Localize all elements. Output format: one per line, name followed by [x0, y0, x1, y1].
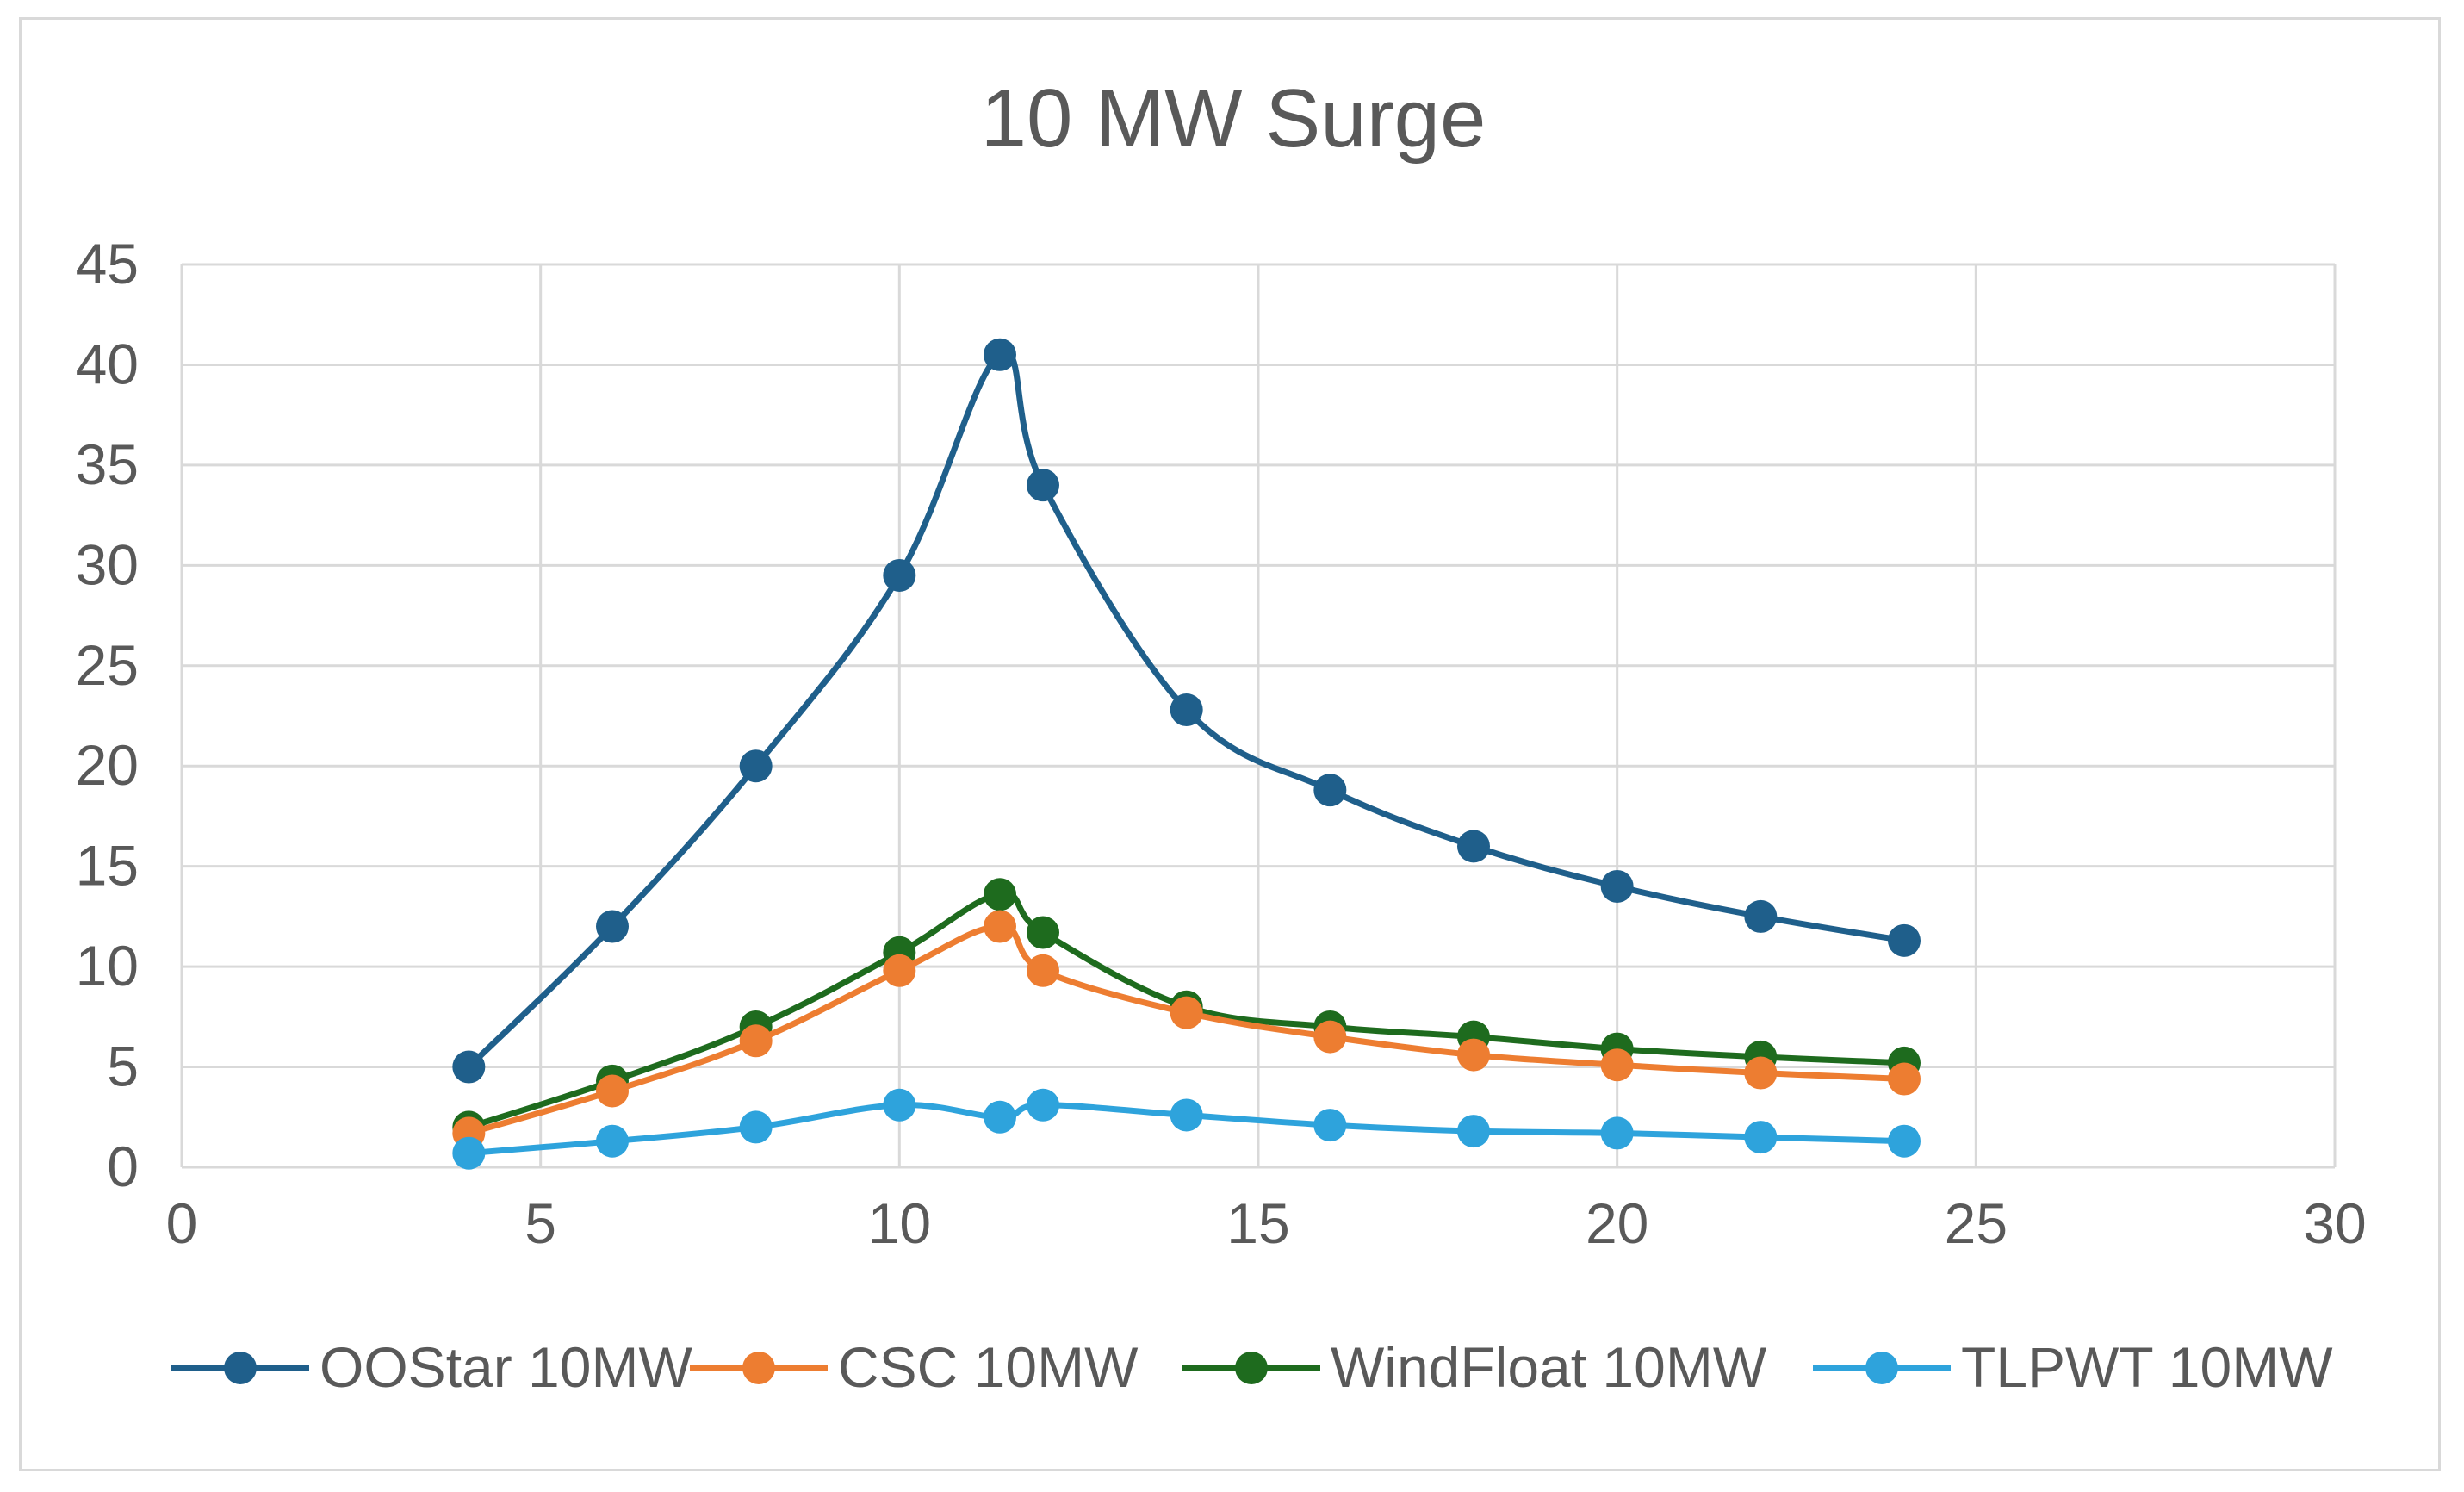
data-point	[1170, 693, 1203, 727]
x-tick-label: 15	[1226, 1191, 1289, 1255]
x-tick-label: 0	[166, 1191, 198, 1255]
data-point	[1457, 1115, 1490, 1148]
data-point	[452, 1050, 486, 1084]
data-point	[452, 1136, 486, 1170]
data-point	[1170, 996, 1203, 1029]
data-point	[1888, 1062, 1921, 1096]
chart-frame: 10 MW Surge 0 5 10 15 20 25 30 35 40 45 0 5 10 15 20 25…	[19, 17, 2441, 1471]
legend-swatch-marker	[1865, 1352, 1898, 1384]
data-point	[883, 558, 916, 592]
data-point	[596, 910, 629, 943]
legend-swatch-marker	[742, 1352, 775, 1384]
y-tick-label: 25	[76, 633, 139, 697]
y-tick-label: 15	[76, 834, 139, 898]
data-point	[1600, 1116, 1634, 1150]
legend-label: WindFloat 10MW	[1331, 1335, 1767, 1399]
data-point	[1313, 1109, 1347, 1142]
legend-swatch-marker	[224, 1352, 257, 1384]
line-chart: 10 MW Surge 0 5 10 15 20 25 30 35 40 45 0 5 10 15 20 25…	[76, 72, 2367, 1399]
data-point	[596, 1074, 629, 1108]
y-tick-label: 30	[76, 532, 139, 596]
data-point	[1170, 1098, 1203, 1132]
data-point	[984, 878, 1016, 911]
data-point	[739, 1024, 773, 1058]
y-tick-label: 40	[76, 332, 139, 395]
chart-title: 10 MW Surge	[981, 72, 1486, 165]
data-point	[1600, 869, 1634, 903]
legend-entry-windfloat-10mw: WindFloat 10MW	[1182, 1335, 1767, 1399]
y-tick-label: 5	[107, 1035, 139, 1098]
data-point	[1744, 1056, 1778, 1090]
data-series	[452, 338, 1921, 1170]
data-point	[1457, 830, 1490, 863]
series-line-tlpwt-10mw	[465, 1102, 1908, 1157]
data-point	[883, 954, 916, 987]
gridlines	[180, 263, 2337, 1169]
data-point	[739, 749, 773, 783]
data-point	[739, 1110, 773, 1144]
data-point	[1313, 774, 1347, 807]
data-point	[1457, 1038, 1490, 1072]
axis-tick-labels: 0 5 10 15 20 25 30 35 40 45 0 5 10 15 20 25 30	[76, 232, 2367, 1255]
legend-entry-oostar-10mw: OOStar 10MW	[171, 1335, 692, 1399]
legend-entry-csc-10mw: CSC 10MW	[690, 1335, 1139, 1399]
legend-label: CSC 10MW	[838, 1335, 1139, 1399]
data-point	[984, 910, 1016, 943]
x-tick-label: 20	[1586, 1191, 1648, 1255]
y-tick-label: 35	[76, 432, 139, 496]
data-point	[596, 1124, 629, 1158]
x-tick-label: 25	[1945, 1191, 2008, 1255]
data-point	[1600, 1048, 1634, 1082]
legend-swatch-marker	[1235, 1352, 1268, 1384]
data-point	[1027, 954, 1059, 987]
series-oostar-10mw	[452, 338, 1921, 1084]
y-tick-label: 10	[76, 934, 139, 998]
data-point	[1027, 916, 1059, 949]
y-tick-label: 0	[107, 1135, 139, 1198]
x-tick-label: 10	[868, 1191, 931, 1255]
legend-entry-tlpwt-10mw: TLPWT 10MW	[1813, 1335, 2333, 1399]
data-point	[1888, 923, 1921, 957]
data-point	[1744, 1121, 1778, 1154]
data-point	[1888, 1124, 1921, 1158]
data-point	[1027, 1088, 1059, 1122]
legend: OOStar 10MW CSC 10MW WindFloat 10MW TLPWT 1…	[171, 1335, 2333, 1399]
series-tlpwt-10mw	[452, 1088, 1921, 1170]
data-point	[1313, 1020, 1347, 1054]
x-tick-label: 5	[524, 1191, 556, 1255]
y-tick-label: 45	[76, 232, 139, 295]
data-point	[883, 1088, 916, 1122]
y-tick-label: 20	[76, 733, 139, 797]
data-point	[984, 1100, 1016, 1134]
data-point	[984, 338, 1016, 371]
legend-label: TLPWT 10MW	[1961, 1335, 2333, 1399]
data-point	[1027, 469, 1059, 502]
legend-label: OOStar 10MW	[320, 1335, 692, 1399]
x-tick-label: 30	[2303, 1191, 2366, 1255]
series-csc-10mw	[452, 910, 1921, 1150]
data-point	[1744, 899, 1778, 933]
